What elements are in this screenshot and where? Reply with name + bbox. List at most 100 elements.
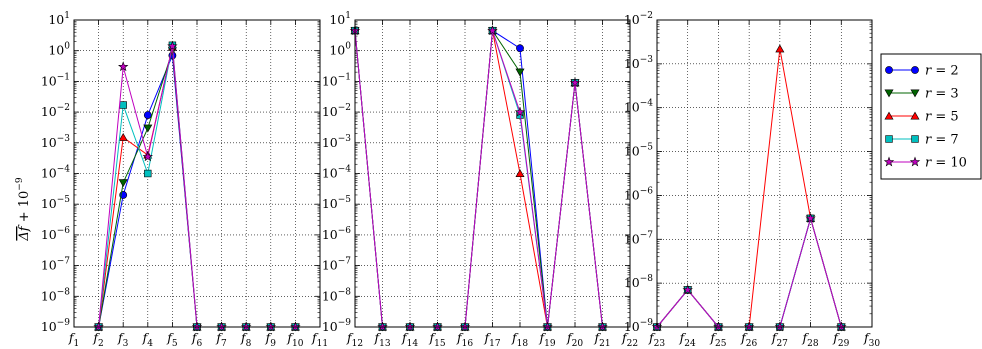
series-layer xyxy=(349,25,608,332)
legend-marker xyxy=(911,66,919,74)
x-tick-label: f7 xyxy=(215,330,227,349)
y-tick-label: 10−4 xyxy=(41,165,70,181)
y-tick-label: 10−8 xyxy=(41,287,70,303)
x-tick-label: f5 xyxy=(166,330,178,349)
y-tick-label: 100 xyxy=(48,42,70,58)
data-point xyxy=(118,179,128,188)
x-tick-label: f15 xyxy=(428,330,445,349)
x-tick-label: f11 xyxy=(311,330,328,349)
x-tick-label: f2 xyxy=(92,330,103,349)
legend-entry: r = 2 xyxy=(885,64,959,79)
legend-marker xyxy=(909,156,921,167)
legend-label: r = 5 xyxy=(925,110,959,125)
y-tick-label: 10−2 xyxy=(322,103,351,119)
subplots: 10−9 10−8 10−7 10−6 10−5 10−4 10−3 10−2 10−1 100 1… xyxy=(41,11,881,349)
y-tick-label: 10−9 xyxy=(322,318,351,334)
y-tick-label: 10−5 xyxy=(624,143,653,159)
x-tick-label: f18 xyxy=(511,330,528,349)
grid xyxy=(656,19,873,328)
y-tick-label: 10−9 xyxy=(624,318,653,334)
legend-label: r = 10 xyxy=(925,156,967,171)
y-tick-label: 10−6 xyxy=(624,186,653,202)
series-line xyxy=(354,30,603,328)
x-tick-label: f10 xyxy=(286,330,303,349)
legend-entry: r = 10 xyxy=(883,156,967,171)
data-point xyxy=(775,44,785,53)
legend-label: r = 3 xyxy=(925,87,959,102)
x-tick-label: f25 xyxy=(709,330,726,349)
legend-marker xyxy=(910,111,920,120)
axis-ticks xyxy=(656,19,873,328)
data-point xyxy=(144,169,152,178)
data-point xyxy=(569,77,581,88)
subplot-1: 10−9 10−8 10−7 10−6 10−5 10−4 10−3 10−2 10−1 100 1… xyxy=(41,11,328,349)
y-tick-label: 10−5 xyxy=(322,195,351,211)
x-tick-label: f8 xyxy=(240,330,252,349)
data-point xyxy=(515,169,525,177)
grid xyxy=(73,19,321,328)
x-tick-label: f1 xyxy=(68,330,79,349)
x-tick-label: f17 xyxy=(483,330,500,349)
data-point xyxy=(143,124,153,133)
y-tick-label: 10−8 xyxy=(322,287,351,303)
plot-frame xyxy=(354,19,631,328)
y-tick-label: 10−2 xyxy=(41,103,70,119)
legend-marker xyxy=(884,111,894,120)
grid xyxy=(354,19,631,328)
legend-marker xyxy=(885,66,893,74)
y-axis-label-exponent: −9 xyxy=(15,177,25,191)
y-tick-label: 100 xyxy=(329,42,351,58)
x-tick-label: f14 xyxy=(401,330,418,349)
plot-frame xyxy=(656,19,873,328)
x-tick-label: f28 xyxy=(802,330,819,349)
series-layer xyxy=(651,44,847,332)
y-tick-label: 10−6 xyxy=(322,226,351,242)
subplot-2: 10−9 10−8 10−7 10−6 10−5 10−4 10−3 10−2 10−1 100 1… xyxy=(322,11,638,349)
x-tick-label: f21 xyxy=(593,330,610,349)
y-tick-label: 10−6 xyxy=(41,226,70,242)
legend-label: r = 2 xyxy=(925,64,959,79)
x-tick-label: f6 xyxy=(191,330,203,349)
legend-marker xyxy=(910,89,920,98)
y-tick-label: 101 xyxy=(329,11,351,27)
legend-entry: r = 5 xyxy=(884,110,959,125)
legend-entry: r = 3 xyxy=(884,87,959,102)
data-point xyxy=(487,25,498,36)
x-tick-label: f30 xyxy=(863,330,880,349)
data-point xyxy=(117,61,129,72)
data-point xyxy=(514,106,526,117)
legend-marker xyxy=(883,156,895,167)
data-point xyxy=(516,44,524,53)
x-tick-label: f26 xyxy=(740,330,757,349)
y-tick-label: 10−2 xyxy=(624,11,653,27)
x-tick-label: f20 xyxy=(566,330,583,349)
legend-marker xyxy=(911,135,919,143)
x-tick-label: f22 xyxy=(621,330,638,349)
y-tick-label: 10−7 xyxy=(624,230,653,246)
y-tick-label: 10−1 xyxy=(41,72,70,88)
y-axis-label: Δf + 10−9 xyxy=(15,177,32,241)
y-tick-label: 10−3 xyxy=(624,55,653,71)
data-point xyxy=(119,101,127,109)
x-tick-label: f13 xyxy=(373,330,390,349)
y-tick-label: 10−7 xyxy=(322,257,351,273)
y-tick-label: 10−1 xyxy=(322,72,351,88)
x-tick-label: f24 xyxy=(679,330,696,349)
x-tick-label: f23 xyxy=(648,330,665,349)
series-line xyxy=(656,48,842,328)
x-tick-label: f4 xyxy=(142,330,154,349)
data-point xyxy=(167,40,178,51)
y-axis-label-bar: Δf xyxy=(17,224,32,241)
x-tick-label: f27 xyxy=(771,330,788,349)
x-tick-label: f9 xyxy=(265,330,277,349)
x-tick-label: f3 xyxy=(117,330,129,349)
svg-text:Δf + 10−9: Δf + 10−9 xyxy=(15,177,32,241)
legend-marker xyxy=(884,89,894,98)
x-tick-label: f12 xyxy=(346,330,363,349)
y-tick-label: 10−7 xyxy=(41,257,70,273)
legend-label: r = 7 xyxy=(925,133,959,148)
y-tick-label: 10−4 xyxy=(322,165,351,181)
x-tick-label: f16 xyxy=(456,330,473,349)
subplot-3: 10−9 10−8 10−7 10−6 10−5 10−4 10−3 10−2 f23 f24 f2… xyxy=(624,11,881,349)
